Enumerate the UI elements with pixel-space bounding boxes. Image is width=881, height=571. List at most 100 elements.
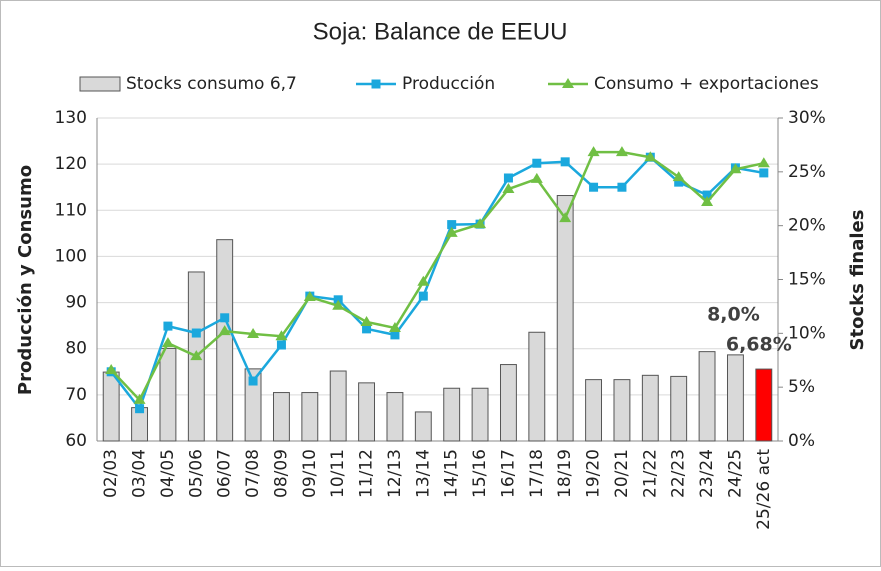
marker bbox=[362, 324, 372, 334]
marker bbox=[332, 299, 345, 310]
x-tick-label: 22/23 bbox=[669, 449, 689, 498]
marker bbox=[589, 182, 599, 192]
marker bbox=[388, 321, 401, 332]
x-tick-label: 04/05 bbox=[158, 449, 178, 498]
marker bbox=[644, 151, 657, 162]
x-tick-label: 20/21 bbox=[612, 449, 632, 498]
chart-title: Soja: Balance de EEUU bbox=[313, 18, 568, 45]
x-tick-label: 23/24 bbox=[697, 449, 717, 498]
marker bbox=[190, 350, 203, 361]
marker bbox=[276, 340, 286, 350]
y2-tick-label: 10% bbox=[788, 323, 826, 343]
annotation: 6,68% bbox=[726, 334, 792, 356]
bar bbox=[641, 374, 659, 442]
bar bbox=[556, 195, 574, 442]
legend-label: Producción bbox=[402, 74, 495, 94]
y2-tick-label: 5% bbox=[788, 377, 815, 397]
marker bbox=[757, 157, 770, 168]
legend-marker bbox=[562, 78, 574, 88]
marker bbox=[163, 321, 173, 331]
legend-label: Consumo + exportaciones bbox=[594, 74, 819, 94]
x-tick-label: 02/03 bbox=[101, 449, 121, 498]
y2-tick-label: 30% bbox=[788, 108, 826, 128]
x-tick-label: 17/18 bbox=[527, 449, 547, 498]
y-tick-label: 80 bbox=[65, 339, 87, 359]
x-tick-label: 13/14 bbox=[413, 449, 433, 498]
y-tick-label: 100 bbox=[55, 246, 87, 266]
x-tick-label: 24/25 bbox=[725, 449, 745, 498]
bar bbox=[216, 239, 234, 442]
bar bbox=[414, 411, 432, 442]
bar bbox=[499, 364, 517, 442]
y-tick-label: 130 bbox=[55, 108, 87, 128]
bar bbox=[585, 379, 603, 442]
bar bbox=[102, 371, 120, 442]
bar bbox=[755, 368, 773, 442]
marker bbox=[220, 313, 230, 323]
bar bbox=[159, 347, 177, 442]
x-tick-label: 14/15 bbox=[442, 449, 462, 498]
y-axis-label: Producción y Consumo bbox=[15, 165, 36, 395]
marker bbox=[702, 190, 712, 200]
y-tick-label: 120 bbox=[55, 154, 87, 174]
marker bbox=[303, 291, 316, 302]
bar bbox=[670, 375, 688, 442]
marker bbox=[133, 393, 146, 404]
bar bbox=[613, 379, 631, 442]
marker bbox=[615, 146, 628, 157]
marker bbox=[275, 330, 288, 341]
bar bbox=[358, 382, 376, 442]
marker bbox=[701, 195, 714, 206]
marker bbox=[447, 220, 457, 230]
marker bbox=[559, 212, 572, 223]
marker bbox=[502, 183, 515, 194]
annotation: 8,0% bbox=[707, 303, 760, 325]
y2-tick-label: 0% bbox=[788, 431, 815, 451]
x-tick-label: 08/09 bbox=[271, 449, 291, 498]
x-tick-label: 18/19 bbox=[555, 449, 575, 498]
y-tick-label: 70 bbox=[65, 385, 87, 405]
marker bbox=[417, 275, 430, 286]
x-tick-label: 03/04 bbox=[130, 449, 150, 498]
marker bbox=[248, 376, 258, 386]
marker bbox=[530, 172, 543, 183]
bar bbox=[698, 351, 716, 442]
marker bbox=[560, 157, 570, 167]
marker bbox=[474, 218, 487, 229]
marker bbox=[418, 291, 428, 301]
bar bbox=[443, 387, 461, 442]
y2-tick-label: 20% bbox=[788, 216, 826, 236]
marker bbox=[617, 182, 627, 192]
marker bbox=[532, 158, 542, 168]
x-tick-label: 12/13 bbox=[385, 449, 405, 498]
marker bbox=[674, 177, 684, 187]
x-tick-label: 25/26 act bbox=[754, 449, 774, 530]
marker bbox=[247, 327, 260, 338]
y2-axis-label: Stocks finales bbox=[847, 210, 868, 351]
y-tick-label: 60 bbox=[65, 431, 87, 451]
marker bbox=[390, 330, 400, 340]
bar bbox=[528, 331, 546, 442]
marker bbox=[672, 171, 685, 182]
marker bbox=[161, 337, 174, 348]
y-tick-label: 110 bbox=[55, 200, 87, 220]
bar bbox=[244, 368, 262, 442]
y2-tick-label: 25% bbox=[788, 162, 826, 182]
y2-tick-label: 15% bbox=[788, 270, 826, 290]
x-tick-label: 21/22 bbox=[640, 449, 660, 498]
legend-swatch bbox=[79, 76, 121, 92]
marker bbox=[503, 173, 513, 183]
x-tick-label: 06/07 bbox=[215, 449, 235, 498]
marker bbox=[218, 325, 231, 336]
legend-label: Stocks consumo 6,7 bbox=[126, 74, 297, 94]
bar bbox=[301, 392, 319, 442]
x-tick-label: 15/16 bbox=[470, 449, 490, 498]
x-tick-label: 10/11 bbox=[328, 449, 348, 498]
x-tick-label: 19/20 bbox=[584, 449, 604, 498]
x-tick-label: 11/12 bbox=[357, 449, 377, 498]
x-tick-label: 05/06 bbox=[186, 449, 206, 498]
marker bbox=[191, 328, 201, 338]
bar bbox=[272, 392, 290, 442]
